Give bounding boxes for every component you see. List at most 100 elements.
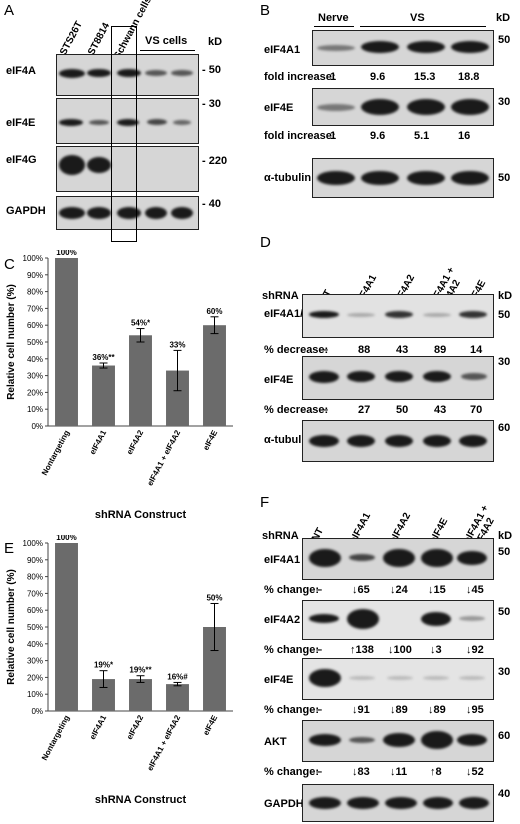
f-ch-3-0: – (316, 704, 323, 716)
kd-b-eif4a1: 50 (498, 34, 511, 46)
data-label: 54%* (131, 319, 151, 328)
y-tick-label: 10% (27, 690, 43, 699)
b-row-tubulin: α-tubulin (264, 172, 312, 184)
y-tick-label: 80% (27, 288, 43, 297)
y-tick-label: 100% (23, 539, 43, 548)
category-label: eIF4A1 (88, 428, 109, 456)
f-change-label-4: % change: (264, 766, 320, 778)
f-row-eif4a2: eIF4A2 (264, 614, 301, 626)
chart-c: 0% 10% 20% 30% 40% 50% 60% 70% 80% 90% 100% Relativ… (6, 250, 233, 521)
col-nerve: Nerve (318, 12, 349, 24)
kd-f-eif4e: 30 (498, 666, 511, 678)
blot-d-eif4a (302, 294, 494, 338)
d-dec-1-1: 88 (358, 344, 371, 356)
category-label: eIF4A2 (125, 428, 146, 456)
kd-a-eif4e: - 30 (202, 98, 221, 110)
b-fold-1-1: 9.6 (370, 71, 386, 83)
b-fold-2-1: 9.6 (370, 130, 386, 142)
blot-f-akt (302, 720, 494, 762)
f-ch-1-2: ↓24 (390, 584, 408, 596)
y-tick-label: 90% (27, 271, 43, 280)
f-change-label-2: % change: (264, 644, 320, 656)
panel-a-letter: A (4, 2, 15, 19)
category-label: eIF4E (201, 428, 219, 452)
blot-a-eif4g (56, 146, 199, 192)
y-tick-label: 70% (27, 304, 43, 313)
blot-b-tubulin (312, 158, 494, 198)
b-fold-2-0: 1 (330, 130, 337, 142)
f-ch-2-1: ↑138 (350, 644, 374, 656)
b-fold-1-3: 18.8 (458, 71, 480, 83)
category-label: eIF4A1 + eIF4A2 (145, 713, 182, 772)
category-label: Nontargeting (40, 714, 71, 762)
d-dec-2-4: 70 (470, 404, 483, 416)
x-axis-label: shRNA Construct (95, 509, 187, 521)
d-dec-2-2: 50 (396, 404, 409, 416)
y-axis-label: Relative cell number (%) (6, 569, 17, 685)
category-label: eIF4A1 (88, 713, 109, 741)
data-label: 19%* (94, 661, 114, 670)
d-decrease-label-1: % decrease: (264, 344, 329, 356)
y-tick-label: 100% (23, 254, 43, 263)
b-row-eif4a1: eIF4A1 (264, 44, 301, 56)
y-tick-label: 20% (27, 673, 43, 682)
y-tick-label: 60% (27, 321, 43, 330)
data-label: 33% (169, 340, 185, 349)
y-tick-label: 0% (31, 707, 43, 716)
bar (166, 370, 189, 426)
y-tick-label: 0% (31, 422, 43, 431)
data-label: 100% (56, 250, 76, 257)
kd-f-gapdh: 40 (498, 788, 511, 800)
b-fold-1-0: 1 (330, 71, 337, 83)
row-label-eif4g: eIF4G (6, 154, 37, 166)
b-row-eif4e: eIF4E (264, 102, 294, 114)
d-dec-1-0: – (322, 344, 329, 356)
row-label-eif4a: eIF4A (6, 65, 36, 77)
panel-d-letter: D (260, 234, 271, 251)
f-row-gapdh: GAPDH (264, 798, 304, 810)
f-ch-3-3: ↓89 (428, 704, 446, 716)
category-label: eIF4E (201, 713, 219, 737)
bar (55, 543, 78, 711)
b-fold-label-2: fold increase: (264, 130, 336, 142)
f-ch-1-1: ↓65 (352, 584, 370, 596)
kd-b-eif4e: 30 (498, 96, 511, 108)
panel-d-kd-header: kD (498, 290, 513, 302)
d-row-eif4a12: eIF4A1/2 (264, 308, 310, 320)
d-row-tubulin: α-tubulin (264, 434, 312, 446)
category-label: Nontargeting (40, 429, 71, 477)
d-row-eif4e: eIF4E (264, 374, 294, 386)
f-ch-1-3: ↓15 (428, 584, 446, 596)
kd-f-eif4a2: 50 (498, 606, 511, 618)
y-tick-label: 30% (27, 657, 43, 666)
col-vs-cells: VS cells (145, 35, 188, 47)
y-tick-label: 20% (27, 388, 43, 397)
blot-b-eif4e (312, 88, 494, 126)
kd-a-eif4g: - 220 (202, 155, 228, 167)
f-ch-3-4: ↓95 (466, 704, 484, 716)
d-dec-2-3: 43 (434, 404, 447, 416)
bar (129, 335, 152, 426)
blot-a-gapdh (56, 196, 199, 230)
x-axis-label: shRNA Construct (95, 794, 187, 806)
d-decrease-label-2: % decrease: (264, 404, 329, 416)
bar (166, 684, 189, 711)
panel-b-letter: B (260, 2, 271, 19)
f-row-eif4a1: eIF4A1 (264, 554, 301, 566)
b-fold-1-2: 15.3 (414, 71, 436, 83)
y-tick-label: 40% (27, 355, 43, 364)
d-dec-1-4: 14 (470, 344, 483, 356)
b-fold-label-1: fold increase: (264, 71, 336, 83)
f-shrna-label: shRNA (262, 530, 299, 542)
y-tick-label: 70% (27, 589, 43, 598)
bar (92, 365, 115, 426)
f-ch-2-4: ↓92 (466, 644, 484, 656)
f-change-label-1: % change: (264, 584, 320, 596)
category-label: eIF4A2 (125, 713, 146, 741)
blot-b-eif4a1 (312, 30, 494, 66)
col-vs: VS (410, 12, 425, 24)
f-ch-1-0: – (316, 584, 323, 596)
data-label: 16%# (167, 672, 188, 681)
col-sts26t: STS26T (58, 19, 85, 58)
blot-f-eif4e (302, 658, 494, 700)
